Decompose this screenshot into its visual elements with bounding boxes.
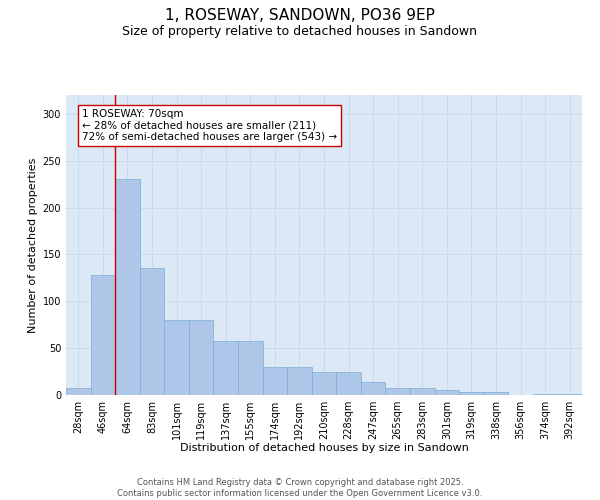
Bar [189,320,214,395]
Bar [91,275,115,395]
Bar [263,367,287,395]
Bar [459,392,484,395]
Text: 1 ROSEWAY: 70sqm
← 28% of detached houses are smaller (211)
72% of semi-detached: 1 ROSEWAY: 70sqm ← 28% of detached house… [82,109,337,142]
Bar [533,394,557,395]
Bar [336,372,361,395]
Bar [238,340,263,395]
Bar [115,180,140,395]
Bar [361,382,385,395]
Bar [287,367,312,395]
Bar [312,372,336,395]
Text: Size of property relative to detached houses in Sandown: Size of property relative to detached ho… [122,25,478,38]
Y-axis label: Number of detached properties: Number of detached properties [28,158,38,332]
Text: Contains HM Land Registry data © Crown copyright and database right 2025.
Contai: Contains HM Land Registry data © Crown c… [118,478,482,498]
Text: 1, ROSEWAY, SANDOWN, PO36 9EP: 1, ROSEWAY, SANDOWN, PO36 9EP [165,8,435,22]
Bar [410,388,434,395]
Bar [557,394,582,395]
Bar [434,390,459,395]
X-axis label: Distribution of detached houses by size in Sandown: Distribution of detached houses by size … [179,444,469,454]
Bar [164,320,189,395]
Bar [385,388,410,395]
Bar [140,268,164,395]
Bar [484,392,508,395]
Bar [66,388,91,395]
Bar [214,340,238,395]
